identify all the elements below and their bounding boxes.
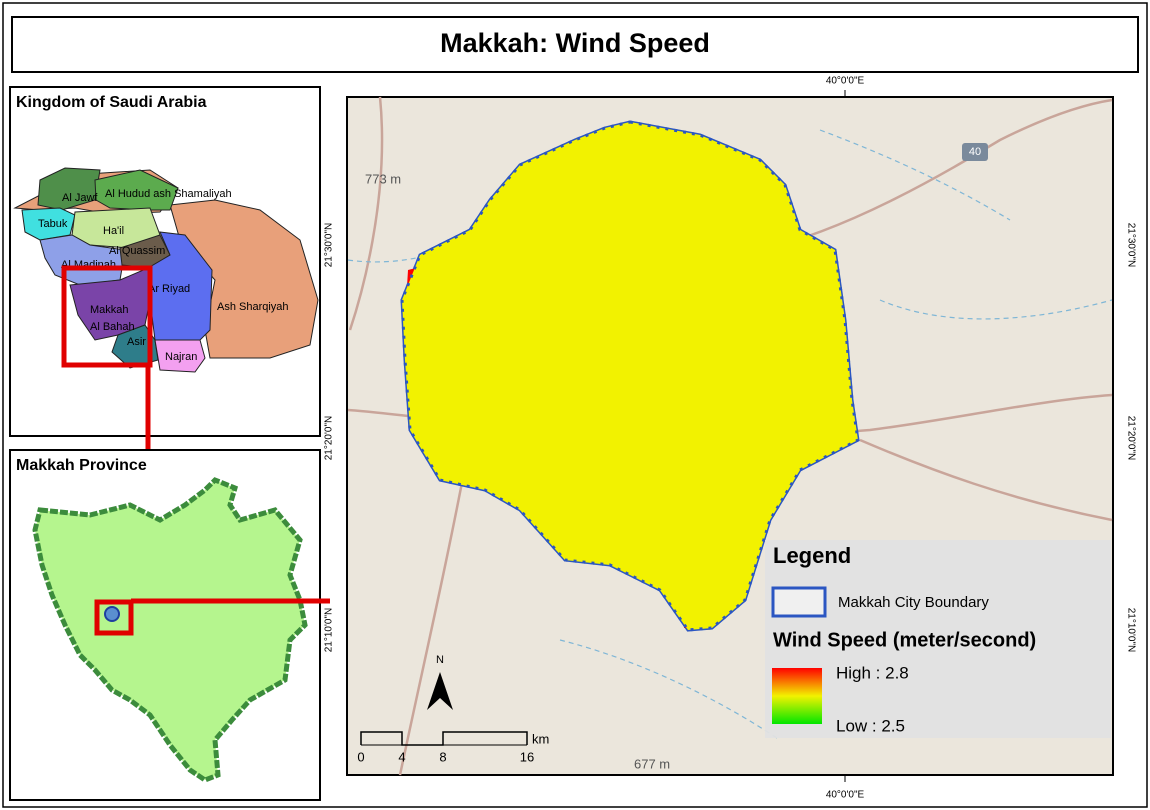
scale-tick-label: 16 <box>520 749 534 764</box>
province-inset-title: Makkah Province <box>16 457 147 474</box>
map-feature <box>819 129 1011 221</box>
region-shape <box>37 167 101 211</box>
coord-label: 40°0'0"E <box>826 790 865 801</box>
region-label: Al Jawf <box>62 192 98 204</box>
map-feature <box>879 299 1113 320</box>
coord-label: 21°10'0"N <box>1125 608 1136 653</box>
coord-label: 21°30'0"N <box>324 223 335 268</box>
legend-boundary-swatch <box>771 586 827 618</box>
coord-label: 40°0'0"E <box>826 76 865 87</box>
region-label: Asir <box>127 336 146 348</box>
coord-label: 21°30'0"N <box>1125 223 1136 268</box>
country-inset-title: Kingdom of Saudi Arabia <box>16 94 207 111</box>
region-label: Makkah <box>90 304 129 316</box>
region-label: Ha'il <box>103 225 124 237</box>
province-shape <box>32 477 308 783</box>
map-feature <box>859 438 1113 522</box>
coord-label: 21°10'0"N <box>324 608 335 653</box>
north-label: N <box>436 654 444 666</box>
coord-label: 21°20'0"N <box>324 416 335 461</box>
legend: Legend Makkah City Boundary Wind Speed (… <box>765 540 1111 738</box>
legend-color-ramp <box>772 668 822 724</box>
region-label: Tabuk <box>38 218 68 230</box>
extent-indicator <box>61 265 153 368</box>
region-label: Al Hudud ash Shamaliyah <box>105 188 232 200</box>
country-regions <box>13 167 319 373</box>
scale-tick-label: 4 <box>398 749 405 764</box>
road-shield <box>962 143 988 161</box>
region-labels: Al Jawf Al Hudud ash Shamaliyah Tabuk Ha… <box>38 188 289 363</box>
legend-raster-title: Wind Speed (meter/second) <box>773 629 1036 651</box>
title-box <box>11 16 1139 73</box>
region-label: Ash Sharqiyah <box>217 301 289 313</box>
coord-label: 21°20'0"N <box>1125 416 1136 461</box>
region-label: Najran <box>165 351 197 363</box>
elevation-label: 773 m <box>365 171 401 186</box>
scale-unit: km <box>532 731 549 746</box>
city-indicator <box>94 599 134 636</box>
region-label: Ar Riyad <box>148 283 190 295</box>
city-marker <box>104 606 120 622</box>
region-shape <box>154 339 206 373</box>
legend-title: Legend <box>773 543 851 568</box>
scale-tick-label: 8 <box>439 749 446 764</box>
road-shield-label: 40 <box>969 146 981 158</box>
map-title: Makkah: Wind Speed <box>440 28 710 58</box>
region-shape <box>94 169 179 211</box>
map-feature <box>348 96 384 331</box>
legend-high-label: High : 2.8 <box>836 663 909 682</box>
elevation-label: 677 m <box>634 756 670 771</box>
north-arrow <box>427 672 453 710</box>
legend-low-label: Low : 2.5 <box>836 716 905 735</box>
map-feature <box>559 639 781 741</box>
region-label: Al Quassim <box>109 245 165 257</box>
scale-bar: 0 4 8 16 km <box>357 731 549 764</box>
scale-tick-label: 0 <box>357 749 364 764</box>
legend-box <box>765 540 1111 738</box>
region-label: Al Bahah <box>90 321 135 333</box>
legend-boundary-label: Makkah City Boundary <box>838 594 989 611</box>
